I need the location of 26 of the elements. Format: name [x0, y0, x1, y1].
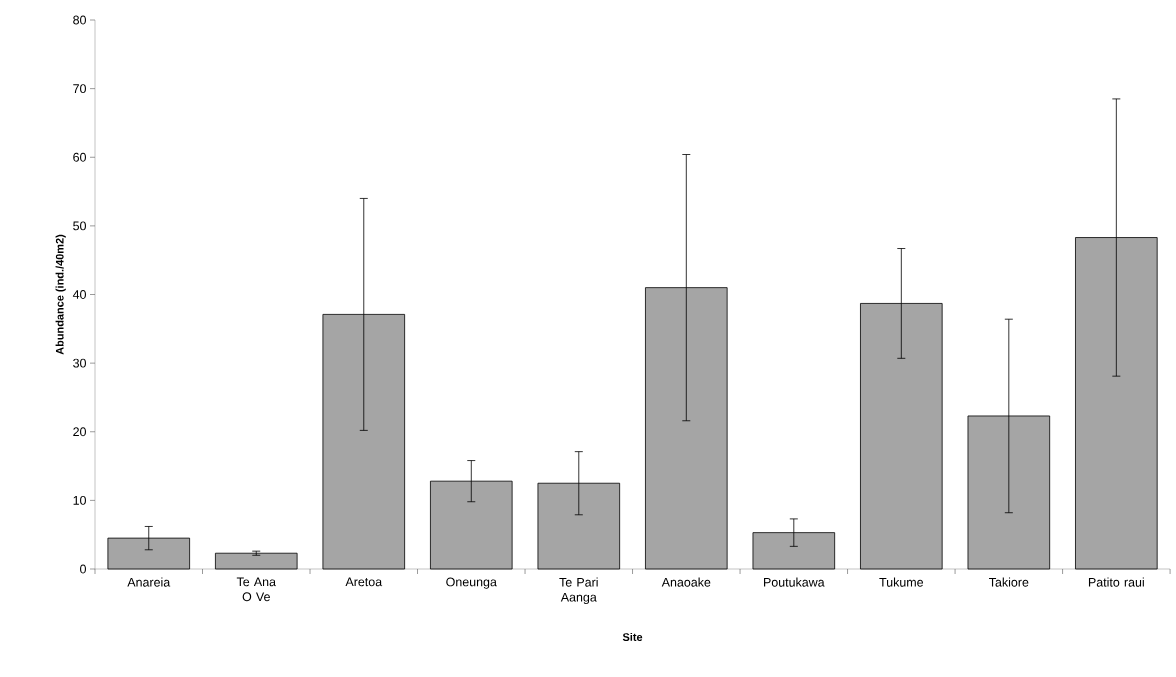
- x-tick-label: Anareia: [127, 577, 171, 587]
- y-tick-label: 10: [73, 495, 86, 505]
- y-tick-label: 80: [73, 15, 86, 25]
- x-tick-label: Tukume: [879, 577, 924, 587]
- y-tick-label: 0: [80, 564, 86, 574]
- x-tick-label: Te Ana O Ve: [236, 577, 276, 602]
- y-tick-label: 50: [73, 221, 86, 231]
- x-axis-title: Site: [622, 632, 643, 641]
- x-tick-label: Takiore: [989, 577, 1029, 587]
- x-tick-label: Oneunga: [446, 577, 497, 589]
- bar: [537, 482, 621, 570]
- y-tick-label: 20: [73, 427, 86, 437]
- x-tick-label: Aretoa: [345, 577, 383, 587]
- y-tick-label: 70: [73, 84, 86, 94]
- x-tick-label: Poutukawa: [764, 577, 825, 587]
- x-tick-label: Te Pari Aanga: [559, 577, 598, 605]
- x-tick-label: Patito raui: [1088, 577, 1144, 587]
- y-tick-label: 30: [73, 358, 86, 368]
- y-tick-label: 60: [73, 152, 86, 162]
- bar: [430, 480, 513, 570]
- bar: [322, 314, 406, 570]
- bar: [860, 303, 943, 570]
- x-tick-label: Anaoake: [661, 577, 711, 587]
- y-axis-title: Abundance (ind./40m2): [55, 234, 66, 355]
- bar: [215, 552, 298, 570]
- y-tick-label: 40: [72, 290, 86, 299]
